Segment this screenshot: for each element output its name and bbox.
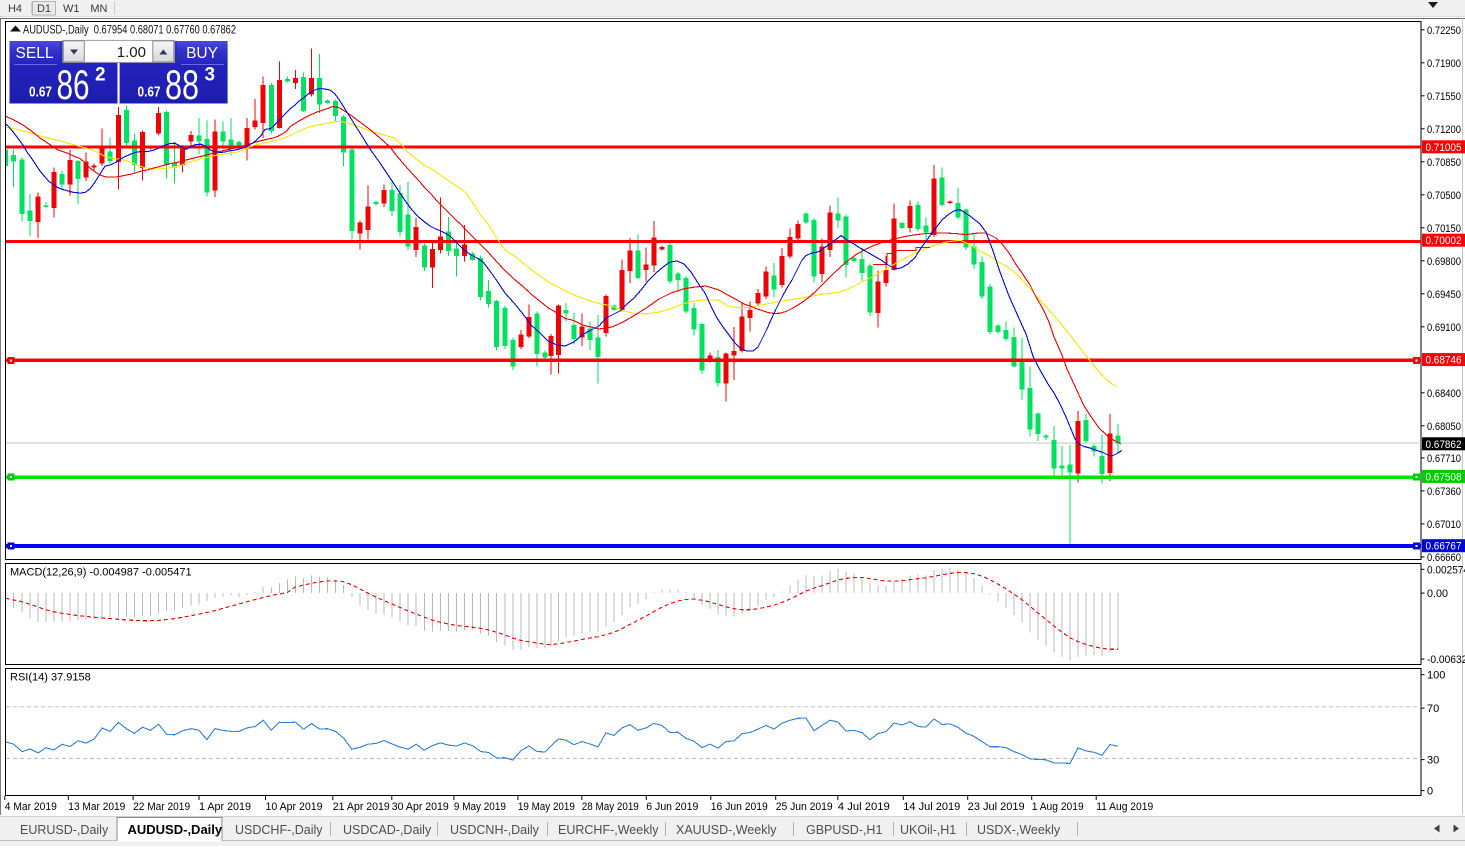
svg-text:100: 100 xyxy=(1427,670,1445,682)
svg-text:0.69450: 0.69450 xyxy=(1427,289,1461,301)
svg-text:0: 0 xyxy=(1427,786,1433,798)
svg-text:H4: H4 xyxy=(8,3,22,15)
svg-text:1.00: 1.00 xyxy=(117,44,146,61)
svg-text:AUDUSD-,Daily 0.67954 0.68071: AUDUSD-,Daily 0.67954 0.68071 0.67760 0.… xyxy=(23,23,236,37)
svg-text:0.00: 0.00 xyxy=(1427,588,1448,600)
svg-text:0.69800: 0.69800 xyxy=(1427,256,1461,268)
svg-text:0.68746: 0.68746 xyxy=(1426,355,1462,367)
svg-text:EURCHF-,Weekly: EURCHF-,Weekly xyxy=(558,823,659,837)
svg-text:86: 86 xyxy=(57,61,90,108)
svg-text:RSI(14) 37.9158: RSI(14) 37.9158 xyxy=(10,672,91,684)
svg-text:0.70150: 0.70150 xyxy=(1427,223,1461,235)
svg-text:USDCHF-,Daily: USDCHF-,Daily xyxy=(235,823,323,837)
svg-text:EURUSD-,Daily: EURUSD-,Daily xyxy=(20,823,109,837)
svg-text:0.67: 0.67 xyxy=(138,84,161,101)
svg-text:UKOil-,H1: UKOil-,H1 xyxy=(900,823,956,837)
svg-text:25 Jun 2019: 25 Jun 2019 xyxy=(776,801,833,813)
svg-text:28 May 2019: 28 May 2019 xyxy=(582,801,639,813)
svg-text:0.67710: 0.67710 xyxy=(1427,453,1461,465)
svg-text:USDCNH-,Daily: USDCNH-,Daily xyxy=(450,823,540,837)
svg-text:2: 2 xyxy=(95,65,106,86)
svg-text:GBPUSD-,H1: GBPUSD-,H1 xyxy=(806,823,882,837)
svg-text:0.71200: 0.71200 xyxy=(1427,124,1461,136)
svg-text:14 Jul 2019: 14 Jul 2019 xyxy=(903,801,960,813)
svg-text:MACD(12,26,9) -0.004987 -0.005: MACD(12,26,9) -0.004987 -0.005471 xyxy=(10,567,192,579)
svg-text:21 Apr 2019: 21 Apr 2019 xyxy=(333,801,390,813)
svg-text:0.70850: 0.70850 xyxy=(1427,157,1461,169)
svg-text:1 Apr 2019: 1 Apr 2019 xyxy=(199,801,251,813)
svg-text:MN: MN xyxy=(90,3,107,15)
svg-text:0.66660: 0.66660 xyxy=(1427,552,1461,564)
svg-text:1 Aug 2019: 1 Aug 2019 xyxy=(1032,801,1084,813)
svg-text:0.71900: 0.71900 xyxy=(1427,58,1461,70)
svg-text:19 May 2019: 19 May 2019 xyxy=(518,801,575,813)
svg-text:30: 30 xyxy=(1427,755,1439,767)
svg-text:USDX-,Weekly: USDX-,Weekly xyxy=(977,823,1061,837)
svg-text:USDCAD-,Daily: USDCAD-,Daily xyxy=(343,823,432,837)
svg-text:SELL: SELL xyxy=(16,45,54,62)
svg-text:10 Apr 2019: 10 Apr 2019 xyxy=(266,801,323,813)
svg-text:9 May 2019: 9 May 2019 xyxy=(454,801,506,813)
svg-text:4 Mar 2019: 4 Mar 2019 xyxy=(5,801,57,813)
svg-text:0.71005: 0.71005 xyxy=(1426,142,1462,154)
svg-text:0.67508: 0.67508 xyxy=(1426,471,1462,483)
svg-text:0.69100: 0.69100 xyxy=(1427,322,1461,334)
svg-text:70: 70 xyxy=(1427,703,1439,715)
svg-text:22 Mar 2019: 22 Mar 2019 xyxy=(133,801,190,813)
svg-text:11 Aug 2019: 11 Aug 2019 xyxy=(1096,801,1153,813)
svg-text:0.67862: 0.67862 xyxy=(1426,439,1462,451)
svg-text:BUY: BUY xyxy=(186,45,218,62)
svg-text:0.66767: 0.66767 xyxy=(1426,541,1462,553)
svg-text:0.67010: 0.67010 xyxy=(1427,519,1461,531)
svg-text:0.70500: 0.70500 xyxy=(1427,190,1461,202)
svg-text:0.002574: 0.002574 xyxy=(1427,564,1465,576)
svg-text:23 Jul 2019: 23 Jul 2019 xyxy=(968,801,1025,813)
svg-text:16 Jun 2019: 16 Jun 2019 xyxy=(711,801,768,813)
svg-text:6 Jun 2019: 6 Jun 2019 xyxy=(646,801,698,813)
svg-text:-0.006326: -0.006326 xyxy=(1427,654,1465,666)
svg-text:13 Mar 2019: 13 Mar 2019 xyxy=(68,801,125,813)
svg-text:0.67360: 0.67360 xyxy=(1427,486,1461,498)
svg-text:AUDUSD-,Daily: AUDUSD-,Daily xyxy=(128,822,223,837)
svg-text:0.70002: 0.70002 xyxy=(1426,235,1462,247)
svg-text:XAUUSD-,Weekly: XAUUSD-,Weekly xyxy=(676,823,777,837)
svg-text:3: 3 xyxy=(205,65,216,86)
svg-text:4 Jul 2019: 4 Jul 2019 xyxy=(838,801,890,813)
svg-text:W1: W1 xyxy=(63,3,80,15)
svg-text:D1: D1 xyxy=(37,3,51,15)
svg-text:88: 88 xyxy=(165,61,199,108)
svg-text:0.72250: 0.72250 xyxy=(1427,25,1461,37)
svg-text:30 Apr 2019: 30 Apr 2019 xyxy=(392,801,449,813)
svg-text:0.68400: 0.68400 xyxy=(1427,388,1461,400)
svg-text:0.68050: 0.68050 xyxy=(1427,421,1461,433)
svg-text:0.71550: 0.71550 xyxy=(1427,91,1461,103)
svg-text:0.67: 0.67 xyxy=(29,84,52,101)
